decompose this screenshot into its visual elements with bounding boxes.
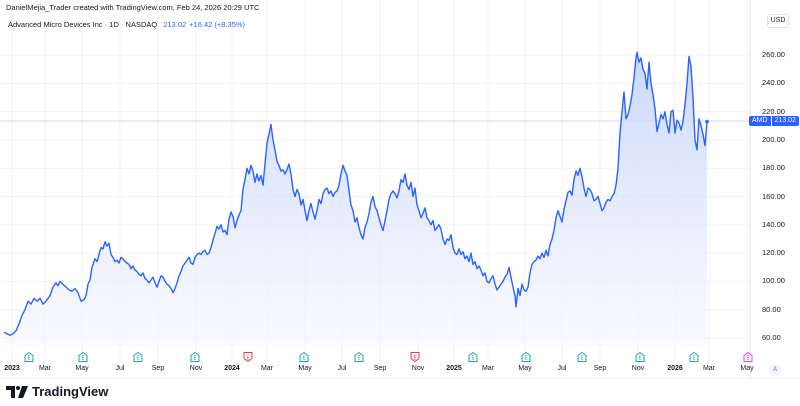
tradingview-logo: TradingView: [6, 384, 108, 399]
last-price: 213.02: [163, 20, 187, 29]
y-tick-label: 260.00: [762, 50, 785, 60]
price-area-fill: [4, 52, 707, 346]
x-tick-label: Nov: [631, 365, 645, 372]
x-tick-label: May: [518, 365, 532, 372]
logo-text: TradingView: [32, 384, 109, 399]
svg-text:E: E: [302, 355, 305, 361]
y-tick-label: 100.00: [762, 276, 785, 286]
x-tick-label: 2024: [224, 365, 240, 372]
svg-text:E: E: [246, 355, 249, 361]
svg-text:E: E: [81, 355, 84, 361]
x-tick-label: Nov: [411, 365, 425, 372]
price-label-symbol: AMD: [749, 116, 771, 126]
x-tick-label: Sep: [151, 365, 165, 372]
earnings-marker-icon[interactable]: E: [689, 349, 699, 362]
y-tick-label: 180.00: [762, 163, 785, 173]
svg-text:E: E: [193, 355, 196, 361]
y-tick-label: 120.00: [762, 248, 785, 258]
x-tick-label: Mar: [38, 365, 52, 372]
symbol-description: Advanced Micro Devices Inc · 1D · NASDAQ: [8, 20, 158, 29]
x-tick-label: May: [75, 365, 89, 372]
footer-divider: [0, 378, 800, 379]
x-tick-label: Sep: [373, 365, 387, 372]
x-tick-label: Mar: [260, 365, 274, 372]
svg-text:E: E: [524, 355, 527, 361]
symbol-legend: Advanced Micro Devices Inc · 1D · NASDAQ…: [8, 20, 245, 29]
x-tick-label: Sep: [593, 365, 607, 372]
svg-text:E: E: [357, 355, 360, 361]
earnings-marker-icon[interactable]: E: [24, 349, 34, 362]
chart-credit: DanielMejia_Trader created with TradingV…: [6, 3, 260, 12]
earnings-marker-icon[interactable]: E: [354, 349, 364, 362]
price-change: +16.42 (+8.35%): [189, 20, 246, 29]
svg-text:E: E: [580, 355, 583, 361]
earnings-marker-icon[interactable]: E: [577, 349, 587, 362]
tradingview-logo-icon: [6, 385, 28, 398]
y-tick-label: 60.00: [762, 333, 781, 342]
x-tick-label: 2025: [446, 365, 462, 372]
x-tick-label: May: [298, 365, 312, 372]
y-tick-label: 160.00: [762, 191, 785, 201]
earnings-marker-icon[interactable]: E: [299, 349, 309, 362]
svg-text:E: E: [692, 355, 695, 361]
y-tick-label: 220.00: [762, 106, 785, 116]
earnings-marker-icon[interactable]: E: [190, 349, 200, 362]
x-tick-label: 2023: [4, 365, 20, 372]
x-tick-label: Mar: [481, 365, 495, 372]
x-tick-label: Nov: [189, 365, 203, 372]
auto-scale-button[interactable]: A: [769, 364, 781, 376]
svg-text:E: E: [27, 355, 30, 361]
x-tick-label: Jul: [557, 365, 567, 372]
y-tick-label: 240.00: [762, 78, 785, 88]
earnings-marker-icon[interactable]: E: [521, 349, 531, 362]
earnings-marker-icon[interactable]: E: [133, 349, 143, 362]
x-tick-label: 2026: [667, 365, 683, 372]
earnings-marker-icon[interactable]: E: [468, 349, 478, 362]
x-tick-label: Mar: [702, 365, 716, 372]
y-tick-label: 200.00: [762, 134, 785, 144]
current-price-label: AMD 213.02: [749, 116, 799, 126]
x-tick-label: Jul: [115, 365, 125, 372]
last-price-dot: [705, 119, 709, 124]
price-label-value: 213.02: [771, 116, 799, 126]
svg-text:E: E: [638, 355, 641, 361]
svg-text:E: E: [471, 355, 474, 361]
y-tick-label: 140.00: [762, 219, 785, 229]
currency-button[interactable]: USD: [767, 14, 789, 28]
earnings-marker-icon[interactable]: E: [78, 349, 88, 362]
x-tick-label: Jul: [337, 365, 347, 372]
earnings-marker-icon[interactable]: E: [743, 349, 753, 362]
earnings-marker-icon[interactable]: E: [243, 349, 253, 363]
price-line: [3, 51, 708, 336]
svg-text:E: E: [413, 355, 416, 361]
earnings-marker-icon[interactable]: E: [410, 349, 420, 363]
y-tick-label: 80.00: [762, 304, 781, 314]
earnings-marker-icon[interactable]: E: [635, 349, 645, 362]
svg-text:E: E: [136, 355, 139, 361]
svg-text:E: E: [746, 355, 749, 361]
x-tick-label: May: [740, 365, 754, 372]
